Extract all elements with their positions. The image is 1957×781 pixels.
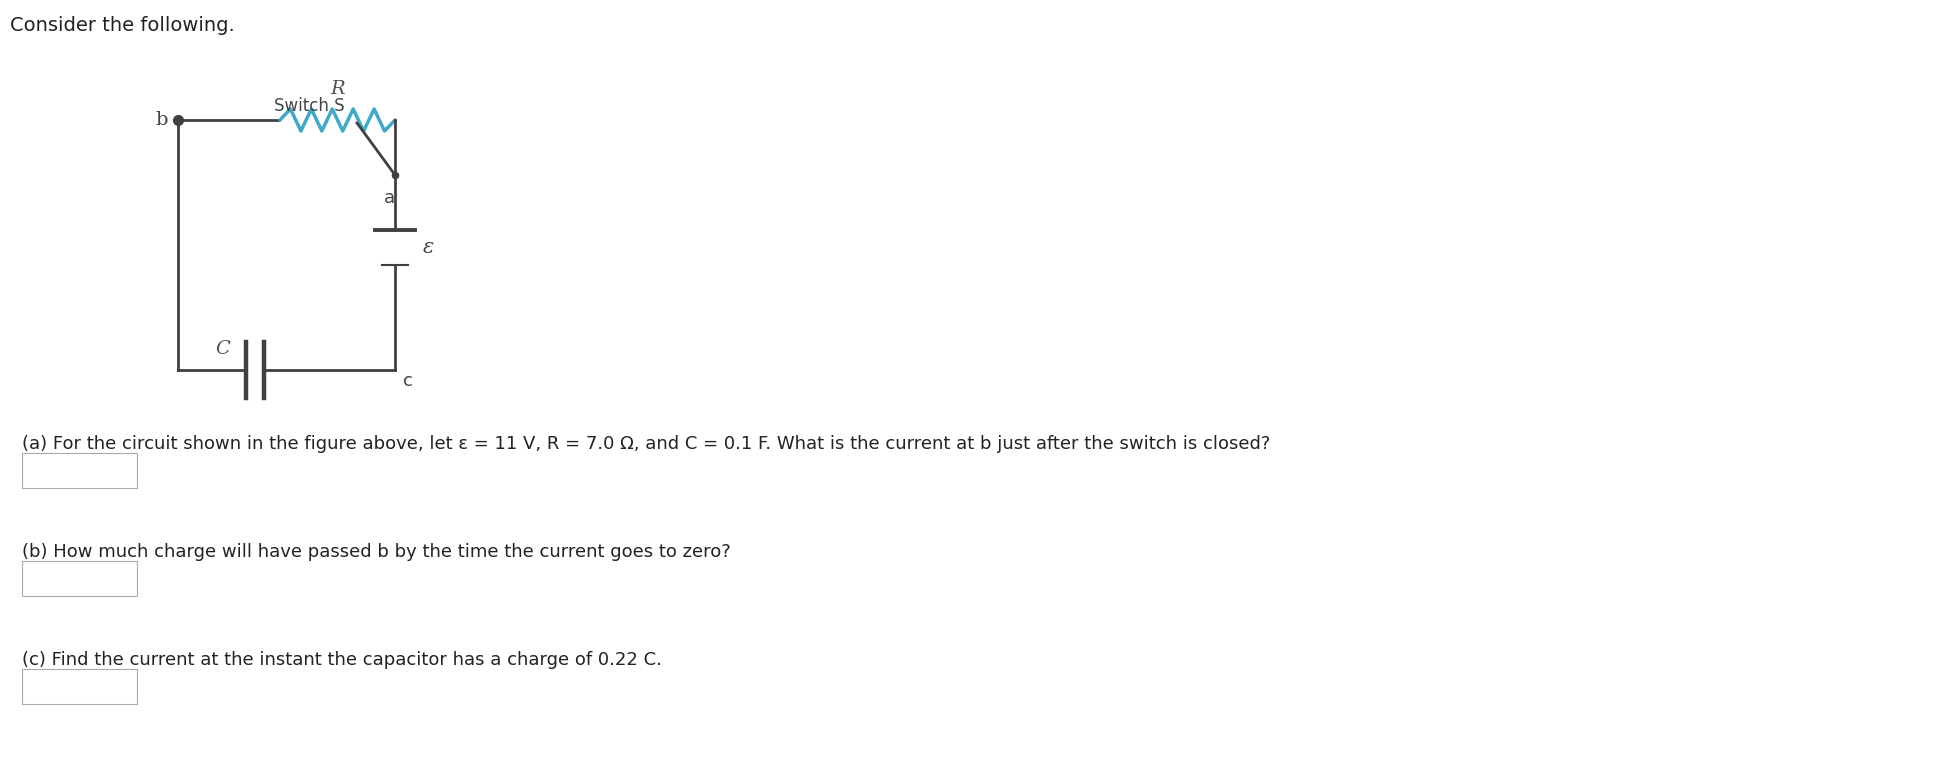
Text: a: a <box>384 189 395 207</box>
Text: b: b <box>155 111 168 129</box>
Text: c: c <box>403 372 413 390</box>
Text: (c) Find the current at the instant the capacitor has a charge of 0.22 C.: (c) Find the current at the instant the … <box>22 651 661 669</box>
FancyBboxPatch shape <box>22 561 137 596</box>
FancyBboxPatch shape <box>22 453 137 488</box>
Text: R: R <box>331 80 344 98</box>
Text: ε: ε <box>423 238 434 257</box>
Text: (a) For the circuit shown in the figure above, let ε = 11 V, R = 7.0 Ω, and C = : (a) For the circuit shown in the figure … <box>22 435 1270 453</box>
Text: (b) How much charge will have passed b by the time the current goes to zero?: (b) How much charge will have passed b b… <box>22 543 730 561</box>
Text: Switch S: Switch S <box>274 97 344 115</box>
Text: Consider the following.: Consider the following. <box>10 16 235 35</box>
Text: C: C <box>215 340 231 358</box>
FancyBboxPatch shape <box>22 669 137 704</box>
